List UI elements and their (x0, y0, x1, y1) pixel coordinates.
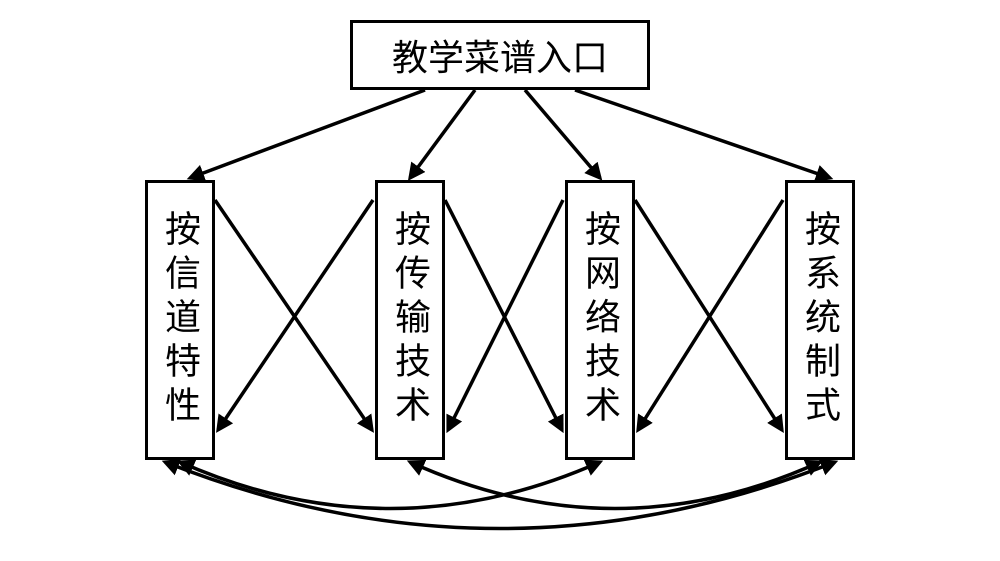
bottom-node-4-label: 按系统制式 (794, 210, 846, 430)
bottom-node-1-label: 按信道特性 (154, 210, 206, 430)
bottom-node-4: 按系统制式 (785, 180, 855, 460)
top-node: 教学菜谱入口 (350, 20, 650, 90)
bottom-node-3: 按网络技术 (565, 180, 635, 460)
bottom-node-2-label: 按传输技术 (384, 210, 436, 430)
bottom-node-1: 按信道特性 (145, 180, 215, 460)
top-node-label: 教学菜谱入口 (392, 29, 608, 81)
bottom-node-3-label: 按网络技术 (574, 210, 626, 430)
bottom-node-2: 按传输技术 (375, 180, 445, 460)
